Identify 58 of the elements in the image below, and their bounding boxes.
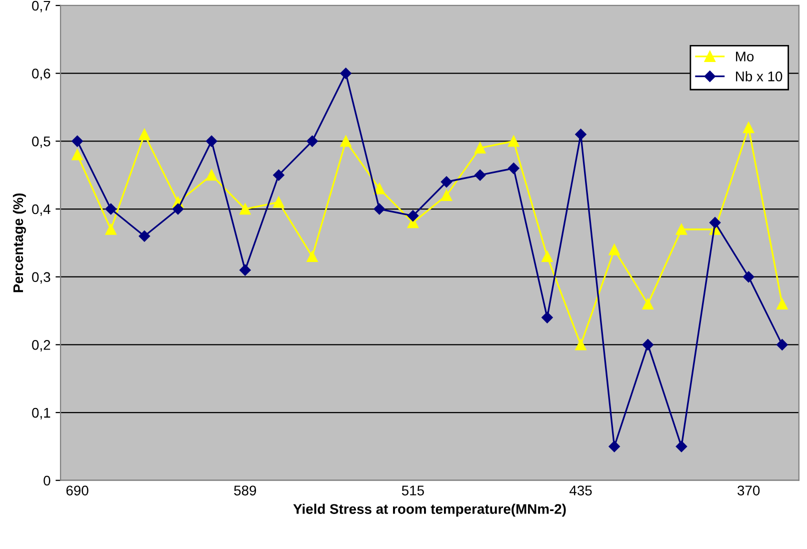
point (542, 312, 553, 324)
x-axis-title: Yield Stress at room temperature(MNm-2) (293, 504, 566, 517)
x-tick-label: 690 (66, 486, 88, 496)
point (72, 136, 83, 147)
point (608, 440, 620, 452)
point (374, 183, 385, 194)
y-tick-label: 0,4 (32, 204, 50, 216)
point (440, 176, 452, 188)
point (407, 210, 419, 222)
point (776, 339, 788, 350)
point (642, 339, 654, 350)
y-axis-title: Percentage (%) (12, 193, 26, 292)
x-tick-label: 589 (234, 486, 256, 496)
point (676, 224, 688, 235)
point (273, 196, 284, 208)
point (474, 142, 486, 154)
point (72, 149, 83, 160)
y-tick-label: 0 (44, 476, 50, 486)
point (240, 203, 251, 215)
y-tick-label: 0,1 (32, 408, 50, 420)
y-tick-label: 0,2 (32, 340, 50, 352)
point (105, 224, 116, 235)
point (508, 162, 520, 174)
y-tick-label: 0,5 (32, 136, 50, 148)
point (642, 298, 654, 310)
point (508, 136, 520, 147)
point (206, 170, 218, 181)
point (440, 190, 452, 201)
point (776, 298, 788, 310)
point (608, 244, 620, 256)
point (240, 264, 251, 276)
x-tick-label: 515 (402, 486, 424, 496)
legend-label: Nb x 10 (736, 71, 782, 82)
point (743, 122, 754, 134)
point (138, 230, 150, 242)
x-tick-label: 370 (738, 486, 760, 496)
point (575, 128, 586, 140)
point (676, 440, 688, 452)
point (138, 128, 150, 140)
point (340, 136, 352, 147)
point (542, 250, 553, 262)
y-tick-label: 0,6 (32, 68, 50, 80)
point (374, 203, 385, 215)
point (474, 169, 486, 181)
y-tick-label: 0,3 (32, 272, 50, 284)
point (206, 136, 218, 147)
point (306, 250, 318, 262)
point (742, 271, 754, 282)
y-tick-label: 0,7 (32, 0, 50, 12)
point (709, 216, 721, 228)
point (340, 68, 352, 79)
point (105, 203, 116, 215)
point (575, 339, 586, 350)
point (172, 203, 184, 215)
point (273, 169, 284, 181)
point (306, 136, 318, 147)
legend-label: Mo (736, 52, 754, 62)
x-tick-label: 435 (570, 486, 592, 496)
